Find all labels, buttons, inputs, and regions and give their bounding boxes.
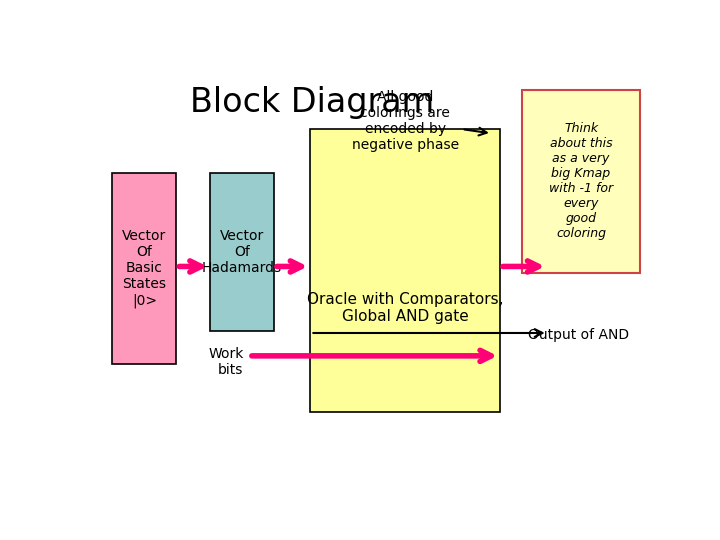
Text: Block Diagram: Block Diagram — [190, 85, 435, 119]
FancyBboxPatch shape — [112, 173, 176, 364]
FancyBboxPatch shape — [523, 90, 639, 273]
Text: Work
bits: Work bits — [208, 347, 243, 377]
Text: Oracle with Comparators,
Global AND gate: Oracle with Comparators, Global AND gate — [307, 292, 503, 324]
Text: Output of AND: Output of AND — [528, 328, 629, 342]
FancyBboxPatch shape — [310, 129, 500, 412]
Text: Think
about this
as a very
big Kmap
with -1 for
every
good
coloring: Think about this as a very big Kmap with… — [549, 122, 613, 240]
Text: All good
colorings are
encoded by
negative phase: All good colorings are encoded by negati… — [351, 90, 487, 152]
Text: Vector
Of
Basic
States
|0>: Vector Of Basic States |0> — [122, 229, 166, 308]
Text: Vector
Of
Hadamards: Vector Of Hadamards — [202, 229, 282, 275]
FancyBboxPatch shape — [210, 173, 274, 331]
